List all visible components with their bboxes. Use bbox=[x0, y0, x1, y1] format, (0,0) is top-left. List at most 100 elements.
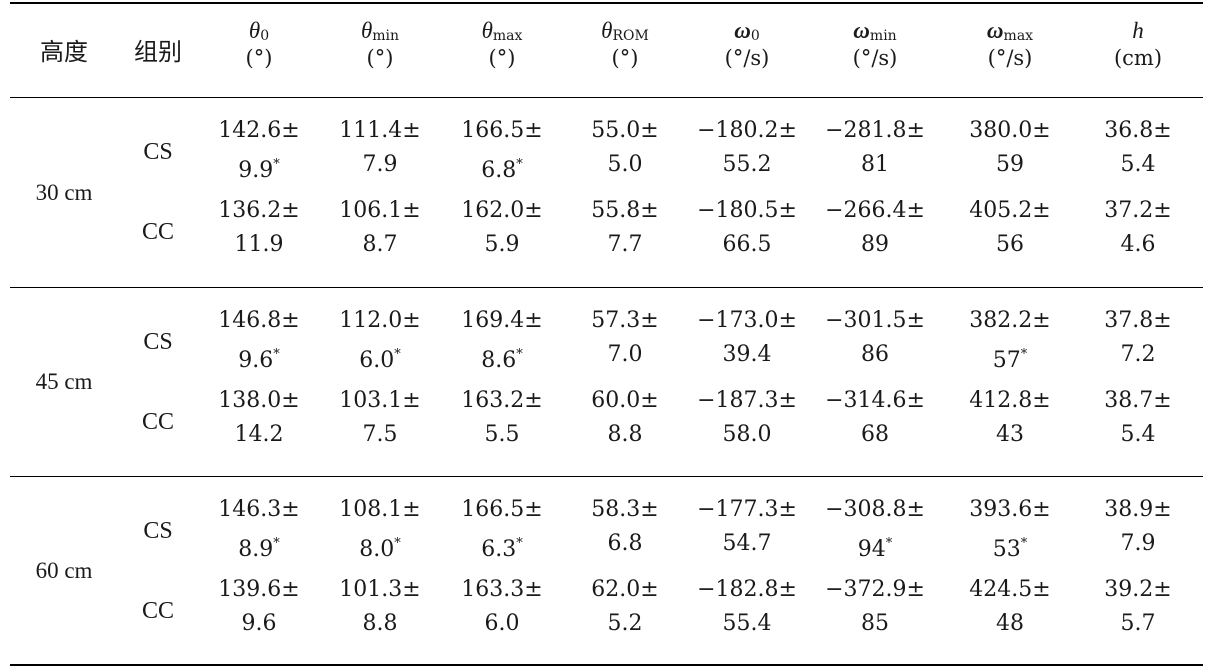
significance-marker: * bbox=[516, 347, 523, 362]
cell-mean: 166.5± bbox=[461, 497, 543, 522]
significance-marker: * bbox=[394, 536, 401, 551]
header-unit: (cm) bbox=[1113, 46, 1163, 70]
table-cell: 108.1± 8.0* bbox=[316, 493, 444, 567]
cell-sd: 55.4 bbox=[722, 611, 772, 636]
table-cell: −173.0± 39.4 bbox=[683, 304, 811, 372]
cell-sd-line: 8.7 bbox=[316, 228, 444, 262]
cell-sd: 59 bbox=[996, 152, 1024, 177]
height-label: 45 cm bbox=[35, 369, 93, 394]
cell-sd: 11.9 bbox=[234, 232, 284, 257]
cell-sd-line: 81 bbox=[811, 148, 939, 182]
cell-mean: −182.8± bbox=[697, 577, 797, 602]
cell-sd: 56 bbox=[996, 232, 1024, 257]
cell-sd-line: 94* bbox=[811, 527, 939, 567]
header-cell: θmax (°) bbox=[438, 18, 566, 70]
cell-sd: 7.2 bbox=[1120, 342, 1156, 367]
cell-sd: 57 bbox=[992, 348, 1021, 373]
cell-sd: 94 bbox=[857, 537, 886, 562]
table-cell: 106.1± 8.7 bbox=[316, 194, 444, 262]
cell-sd-line: 48 bbox=[946, 607, 1074, 641]
cell-sd-line: 5.0 bbox=[561, 148, 689, 182]
table-cell: 138.0± 14.2 bbox=[195, 384, 323, 452]
header-cell: ωmin (°/s) bbox=[811, 18, 939, 70]
header-cell: 组别 bbox=[94, 32, 222, 67]
cell-mean: 37.8± bbox=[1104, 308, 1172, 333]
cell-mean: 38.9± bbox=[1104, 497, 1172, 522]
cell-sd: 39.4 bbox=[722, 342, 772, 367]
cell-mean: 60.0± bbox=[591, 388, 659, 413]
cell-sd-line: 55.2 bbox=[683, 148, 811, 182]
cell-sd: 6.0 bbox=[359, 348, 395, 373]
header-symbol: θ bbox=[601, 18, 613, 43]
table-cell: 146.3± 8.9* bbox=[195, 493, 323, 567]
header-subscript: ROM bbox=[612, 28, 649, 44]
header-symbol: θ bbox=[481, 18, 493, 43]
header-unit: (°) bbox=[488, 46, 516, 70]
cell-sd: 9.9 bbox=[238, 158, 274, 183]
table-cell: 38.7± 5.4 bbox=[1074, 384, 1202, 452]
cell-mean: 142.6± bbox=[218, 118, 300, 143]
cell-mean: 39.2± bbox=[1104, 577, 1172, 602]
cell-sd-line: 86 bbox=[811, 338, 939, 372]
significance-marker: * bbox=[273, 157, 280, 172]
cell-mean: 393.6± bbox=[969, 497, 1051, 522]
table-cell: 60.0± 8.8 bbox=[561, 384, 689, 452]
table-cell: 55.0± 5.0 bbox=[561, 114, 689, 182]
header-symbol-line: θmin bbox=[316, 18, 444, 44]
cell-sd-line: 66.5 bbox=[683, 228, 811, 262]
table-cell: 166.5± 6.3* bbox=[438, 493, 566, 567]
table-cell: −180.2± 55.2 bbox=[683, 114, 811, 182]
header-subscript: min bbox=[869, 28, 897, 44]
top-rule bbox=[10, 2, 1203, 4]
bottom-rule bbox=[10, 664, 1203, 666]
header-symbol: ω bbox=[734, 18, 751, 43]
significance-marker: * bbox=[1020, 536, 1028, 551]
cell-mean: 55.8± bbox=[591, 198, 659, 223]
cell-mean: −187.3± bbox=[697, 388, 797, 413]
cell-mean: 169.4± bbox=[461, 308, 543, 333]
cell-sd-line: 5.4 bbox=[1074, 418, 1202, 452]
cell-sd-line: 9.6* bbox=[195, 338, 323, 378]
cell-sd: 7.9 bbox=[1120, 531, 1156, 556]
significance-marker: * bbox=[1020, 347, 1028, 362]
cell-sd-line: 7.2 bbox=[1074, 338, 1202, 372]
cell-sd: 7.5 bbox=[362, 422, 398, 447]
cell-sd: 5.9 bbox=[484, 232, 520, 257]
cell-sd-line: 8.8 bbox=[561, 418, 689, 452]
cell-sd-line: 89 bbox=[811, 228, 939, 262]
header-symbol-line: ωmax bbox=[946, 18, 1074, 44]
header-symbol-line: h bbox=[1074, 18, 1202, 44]
cell-sd: 8.6 bbox=[481, 348, 517, 373]
cell-sd-line: 5.4 bbox=[1074, 148, 1202, 182]
cell-sd-line: 54.7 bbox=[683, 527, 811, 561]
header-label: 组别 bbox=[134, 38, 182, 66]
table-cell: 57.3± 7.0 bbox=[561, 304, 689, 372]
cell-mean: 62.0± bbox=[591, 577, 659, 602]
cell-sd-line: 57* bbox=[946, 338, 1074, 378]
table-cell: 169.4± 8.6* bbox=[438, 304, 566, 378]
header-cell: θmin (°) bbox=[316, 18, 444, 70]
cell-sd: 55.2 bbox=[722, 152, 772, 177]
cell-sd: 5.2 bbox=[607, 611, 643, 636]
cell-sd-line: 85 bbox=[811, 607, 939, 641]
cell-sd-line: 11.9 bbox=[195, 228, 323, 262]
cell-sd: 48 bbox=[996, 611, 1024, 636]
cell-sd-line: 9.6 bbox=[195, 607, 323, 641]
table-cell: 162.0± 5.9 bbox=[438, 194, 566, 262]
cell-sd-line: 4.6 bbox=[1074, 228, 1202, 262]
significance-marker: * bbox=[885, 536, 893, 551]
table-cell: 139.6± 9.6 bbox=[195, 573, 323, 641]
header-subscript: 0 bbox=[260, 28, 270, 44]
cell-sd-line: 5.9 bbox=[438, 228, 566, 262]
cell-mean: −308.8± bbox=[825, 497, 925, 522]
table-cell: 424.5± 48 bbox=[946, 573, 1074, 641]
cell-mean: 424.5± bbox=[969, 577, 1051, 602]
cell-sd: 7.7 bbox=[607, 232, 643, 257]
cell-sd-line: 14.2 bbox=[195, 418, 323, 452]
table-cell: −301.5± 86 bbox=[811, 304, 939, 372]
cell-sd-line: 6.8 bbox=[561, 527, 689, 561]
cell-mean: 380.0± bbox=[969, 118, 1051, 143]
cell-sd-line: 68 bbox=[811, 418, 939, 452]
group-label: CC bbox=[141, 409, 174, 435]
cell-mean: −372.9± bbox=[825, 577, 925, 602]
